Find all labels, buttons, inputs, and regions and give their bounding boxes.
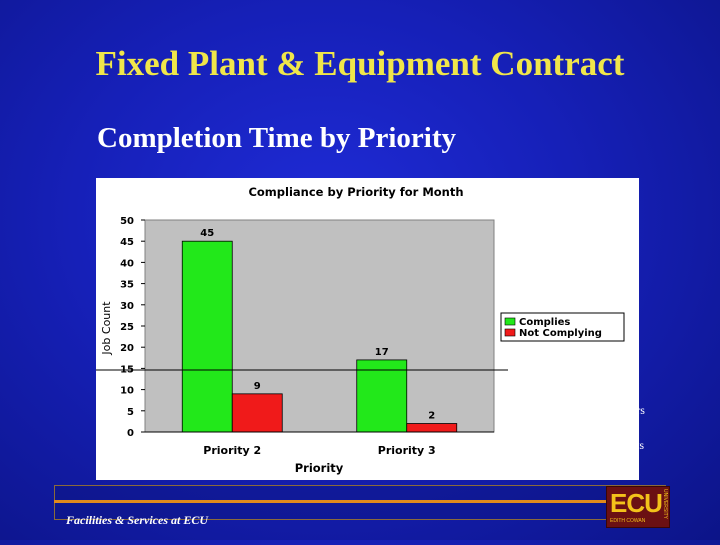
legend-entry: Complies bbox=[519, 317, 570, 328]
y-tick-label: 25 bbox=[120, 322, 134, 333]
data-label: 9 bbox=[254, 381, 261, 392]
data-label: 45 bbox=[200, 228, 214, 239]
note-p2: P2 = Urgent R&R in 24hrs bbox=[516, 403, 645, 417]
y-tick-label: 5 bbox=[127, 407, 134, 418]
y-tick-label: 0 bbox=[127, 428, 134, 439]
x-axis-label: Priority bbox=[295, 461, 344, 475]
bar bbox=[231, 393, 283, 433]
legend-swatch bbox=[504, 328, 516, 337]
y-tick-label: 10 bbox=[120, 386, 134, 397]
logo-mark: ECU bbox=[610, 488, 663, 518]
legend-box bbox=[500, 312, 625, 342]
y-tick-label: 30 bbox=[120, 301, 134, 312]
y-tick-label: 50 bbox=[120, 216, 134, 227]
slide-title: Fixed Plant & Equipment Contract bbox=[95, 44, 625, 83]
note-p1: P1 = 1 hr R & 24 hr R bbox=[516, 366, 623, 380]
footer-text: Facilities & Services at ECU bbox=[66, 513, 208, 527]
logo-subtext: EDITH COWAN bbox=[610, 518, 646, 524]
chart-title: Compliance by Priority for Month bbox=[248, 185, 463, 199]
data-label: 17 bbox=[375, 347, 389, 358]
footer-accent-line bbox=[54, 500, 610, 503]
legend-swatch bbox=[504, 317, 516, 326]
x-axis-ticks: Priority 2 Priority 3 bbox=[203, 444, 435, 457]
logo-side-text: UNIVERSITY bbox=[662, 489, 668, 520]
y-tick-label: 20 bbox=[120, 343, 134, 354]
bar bbox=[406, 423, 458, 433]
x-tick-label: Priority 2 bbox=[203, 444, 261, 457]
x-tick-label: Priority 3 bbox=[378, 444, 436, 457]
y-tick-label: 45 bbox=[120, 237, 134, 248]
data-label: 2 bbox=[428, 411, 435, 422]
bars-group: 45 9 17 2 bbox=[181, 228, 458, 433]
y-axis-label: Job Count bbox=[100, 301, 113, 356]
slide-subtitle: Completion Time by Priority bbox=[97, 122, 456, 154]
bar bbox=[356, 359, 408, 433]
y-tick-label: 35 bbox=[120, 280, 134, 291]
note-p3: P3 = Operational 7 w/days bbox=[516, 438, 645, 452]
ecu-logo: ECU EDITH COWAN UNIVERSITY bbox=[606, 486, 670, 528]
y-tick-label: 40 bbox=[120, 258, 134, 269]
bar bbox=[181, 240, 233, 433]
legend-entry: Not Complying bbox=[519, 328, 602, 339]
